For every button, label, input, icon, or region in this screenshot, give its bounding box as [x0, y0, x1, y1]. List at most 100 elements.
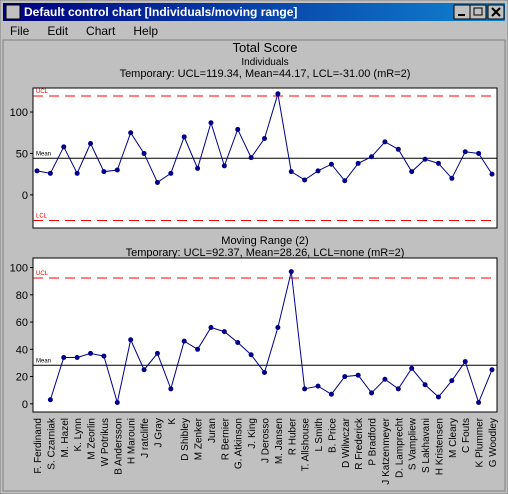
data-point [154, 179, 160, 185]
data-point [435, 160, 441, 166]
data-point [462, 149, 468, 155]
data-point [262, 369, 267, 375]
data-point [168, 386, 174, 392]
window-buttons[interactable] [453, 4, 505, 20]
y-tick-label: 100 [10, 263, 28, 275]
y-tick-label: 0 [22, 190, 28, 202]
menu-item[interactable]: File [10, 24, 30, 38]
data-point [208, 120, 214, 126]
data-point [275, 91, 281, 97]
x-tick-label: G Woodley [488, 418, 499, 467]
data-point [235, 126, 241, 132]
chart-note: Temporary: UCL=119.34, Mean=44.17, LCL=-… [120, 68, 411, 80]
y-tick-label: 40 [16, 344, 28, 356]
x-tick-label: D Shibley [180, 418, 191, 461]
data-point [369, 154, 375, 160]
data-point [422, 156, 428, 162]
data-point [382, 376, 388, 382]
chart-subtitle: Individuals [241, 57, 288, 68]
data-point [302, 386, 308, 392]
control-line-label: LCL [36, 214, 48, 220]
x-tick-label: B. Price [327, 418, 338, 453]
data-point [489, 171, 495, 177]
data-point [61, 144, 67, 150]
x-tick-label: M. Hazel [60, 418, 71, 457]
data-point [128, 130, 134, 136]
data-point [275, 325, 281, 331]
x-tick-label: M Cleary [448, 418, 459, 458]
app-icon [5, 4, 21, 20]
x-tick-label: J ratcliffe [140, 418, 151, 458]
x-tick-label: J. King [247, 418, 258, 449]
data-point [262, 136, 267, 142]
x-tick-label: L Smith [314, 418, 325, 452]
y-tick-label: 50 [16, 148, 28, 160]
maximize-button[interactable] [469, 4, 487, 20]
menu-item[interactable]: Edit [47, 24, 68, 38]
data-point [342, 374, 348, 380]
data-point [355, 372, 361, 378]
data-point [34, 168, 40, 174]
x-tick-label: M Zeorlin [87, 418, 98, 460]
data-point [449, 175, 455, 181]
data-point [74, 170, 80, 176]
data-point [355, 160, 361, 166]
minimize-button[interactable] [453, 4, 471, 20]
data-point [288, 269, 294, 275]
chart-title: Total Score [232, 40, 297, 55]
data-point [195, 165, 201, 171]
data-point [369, 390, 375, 396]
data-point [288, 169, 294, 175]
x-tick-label: D. Lamprecht [394, 418, 405, 478]
x-tick-label: W Potrikus [100, 418, 111, 466]
data-point [114, 167, 120, 173]
x-tick-label: J Derosso [261, 418, 272, 463]
data-point [409, 365, 415, 371]
data-point [88, 141, 94, 147]
x-tick-label: F. Ferdinand [33, 418, 44, 474]
chart-title: Moving Range (2) [221, 235, 308, 247]
data-point [47, 397, 53, 403]
x-tick-label: D Wilwczar [341, 417, 352, 468]
icon [473, 7, 483, 16]
data-point [449, 378, 455, 384]
x-tick-label: T. Allshouse [301, 418, 312, 472]
data-point [74, 354, 80, 360]
data-point [395, 146, 401, 152]
y-tick-label: 100 [10, 107, 28, 119]
menu-item[interactable]: Chart [86, 24, 116, 38]
x-tick-label: K [167, 418, 178, 425]
x-tick-label: J Gray [153, 418, 164, 447]
data-point [154, 350, 160, 356]
data-point [409, 169, 415, 175]
icon [491, 7, 501, 17]
control-line-label: Mean [36, 151, 51, 157]
data-point [181, 338, 187, 344]
data-point [208, 325, 214, 331]
data-point [101, 353, 107, 359]
data-point [302, 177, 308, 183]
x-tick-label: R Frederick [354, 417, 365, 470]
data-point [489, 367, 495, 373]
y-tick-label: 80 [16, 290, 28, 302]
data-point [342, 178, 348, 184]
y-tick-label: 60 [16, 317, 28, 329]
data-point [422, 382, 428, 388]
data-point [141, 150, 147, 156]
data-point [235, 339, 241, 345]
data-point [462, 359, 468, 365]
data-point [128, 337, 134, 343]
data-point [248, 352, 254, 358]
x-tick-label: H Kristensen [434, 418, 445, 475]
data-point [221, 329, 227, 335]
x-tick-label: S. Czarniak [46, 417, 57, 470]
control-line-label: UCL [36, 271, 49, 277]
control-line-label: UCL [36, 89, 49, 95]
data-point [328, 161, 334, 167]
window-title: Default control chart [Individuals/movin… [24, 5, 297, 19]
menu-item[interactable]: Help [133, 24, 158, 38]
data-point [168, 170, 174, 176]
data-point [101, 169, 107, 175]
x-tick-label: P Bradford [368, 418, 379, 466]
